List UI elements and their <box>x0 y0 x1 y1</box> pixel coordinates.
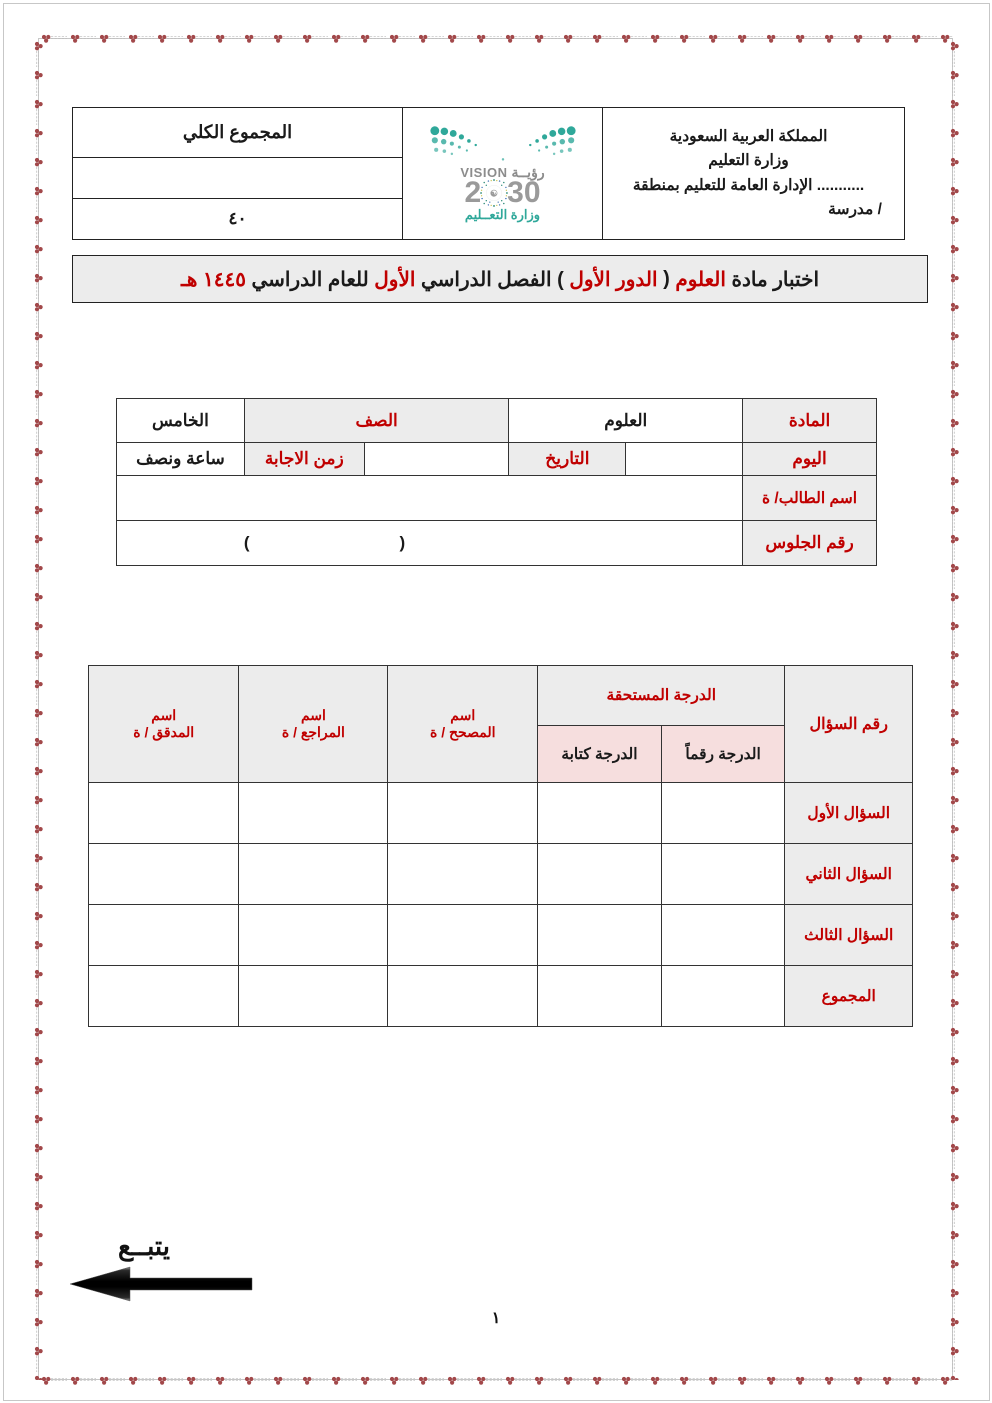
svg-text:☯: ☯ <box>490 189 498 199</box>
